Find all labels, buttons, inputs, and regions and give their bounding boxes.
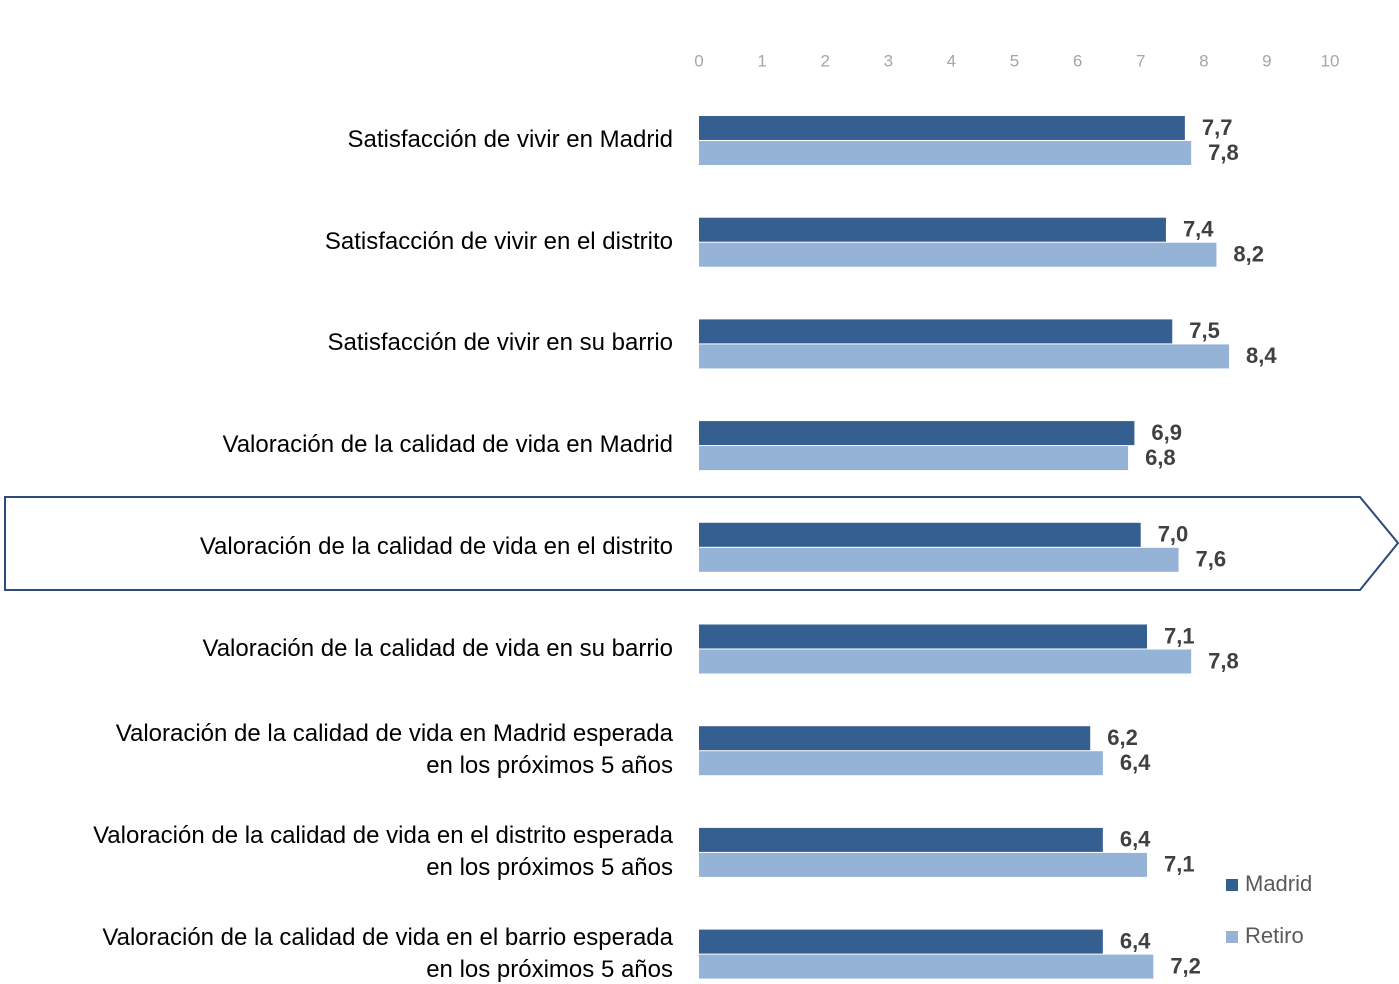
value-label: 7,2 [1170, 953, 1201, 978]
bar [699, 141, 1192, 165]
value-label: 8,4 [1246, 343, 1277, 368]
legend-label: Madrid [1245, 871, 1312, 896]
bar [699, 827, 1103, 852]
category-label: Valoración de la calidad de vida en el d… [93, 821, 673, 881]
category-label: Satisfacción de vivir en el distrito [324, 227, 673, 255]
bar [699, 242, 1217, 267]
x-tick-label: 6 [1073, 51, 1082, 70]
value-label: 7,5 [1189, 318, 1220, 343]
value-label: 6,4 [1120, 827, 1151, 852]
bar [699, 522, 1141, 547]
bar [699, 624, 1148, 649]
highlight-box [4, 496, 1399, 591]
x-tick-label: 0 [694, 51, 703, 70]
bar [699, 649, 1192, 674]
category-label: Valoración de la calidad de vida en Madr… [115, 720, 673, 780]
x-tick-label: 1 [757, 51, 766, 70]
value-label: 7,8 [1208, 648, 1239, 673]
x-tick-label: 10 [1321, 51, 1340, 70]
bar [699, 116, 1185, 140]
value-label: 7,0 [1158, 522, 1189, 547]
value-label: 7,1 [1164, 852, 1195, 877]
value-label: 6,9 [1151, 420, 1182, 445]
bar [699, 344, 1230, 369]
x-tick-label: 4 [947, 51, 956, 70]
x-tick-label: 3 [884, 51, 893, 70]
bar [699, 319, 1173, 344]
bar [699, 446, 1129, 471]
bar [699, 726, 1091, 751]
legend-label: Retiro [1245, 923, 1304, 948]
x-tick-label: 8 [1199, 51, 1208, 70]
value-label: 6,4 [1120, 928, 1151, 953]
value-label: 7,8 [1208, 140, 1239, 165]
x-tick-label: 7 [1136, 51, 1145, 70]
bar [699, 217, 1166, 242]
value-label: 8,2 [1233, 242, 1264, 267]
x-tick-label: 9 [1262, 51, 1271, 70]
legend-swatch [1226, 879, 1238, 891]
value-label: 6,4 [1120, 750, 1151, 775]
category-label: Valoración de la calidad de vida en el b… [102, 923, 673, 983]
value-label: 6,2 [1107, 725, 1138, 750]
value-label: 7,6 [1196, 547, 1227, 572]
value-label: 7,1 [1164, 623, 1195, 648]
bar [699, 547, 1179, 572]
category-label: Valoración de la calidad de vida en su b… [202, 634, 673, 662]
bar [699, 852, 1148, 877]
category-label: Valoración de la calidad de vida en el d… [199, 532, 673, 560]
bar [699, 421, 1135, 446]
category-label: Satisfacción de vivir en Madrid [347, 126, 673, 153]
bar [699, 929, 1103, 954]
category-label: Satisfacción de vivir en su barrio [327, 329, 674, 357]
value-label: 7,4 [1183, 217, 1214, 242]
value-label: 7,7 [1202, 115, 1233, 140]
x-tick-label: 5 [1010, 51, 1019, 70]
value-label: 6,8 [1145, 445, 1176, 470]
category-label: Valoración de la calidad de vida en Madr… [222, 431, 673, 459]
bar [699, 954, 1154, 979]
legend-swatch [1226, 931, 1238, 943]
x-tick-label: 2 [820, 51, 829, 70]
bar [699, 751, 1103, 776]
